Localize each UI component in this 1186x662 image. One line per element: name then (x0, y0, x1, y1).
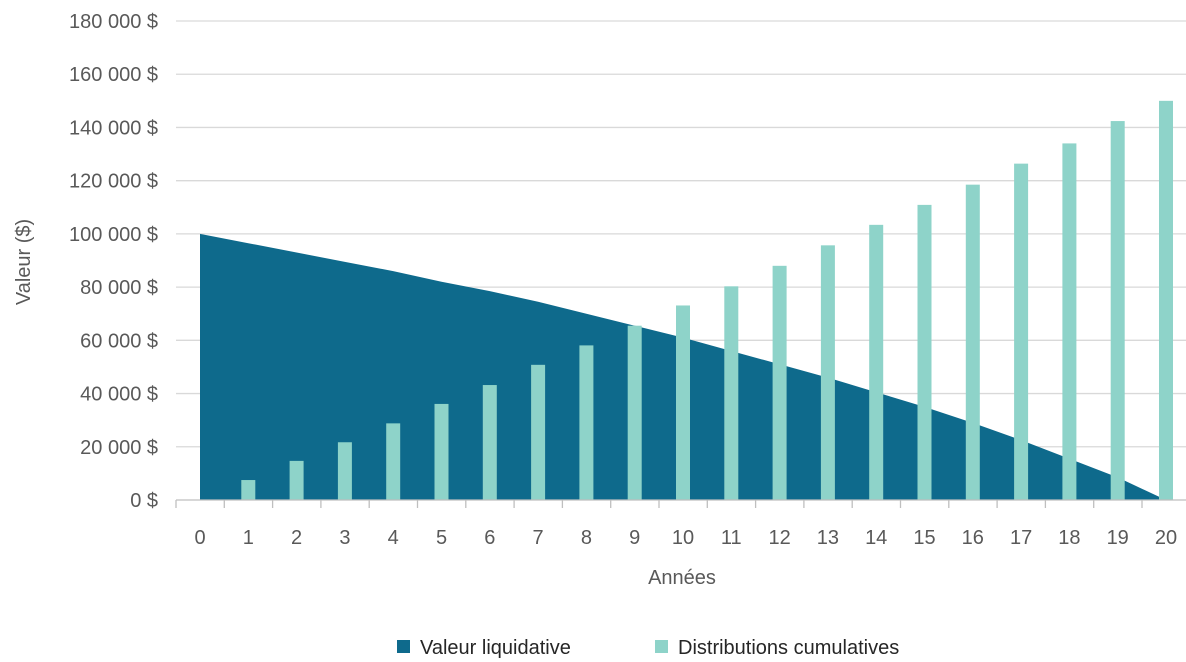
bar-distributions-cumulatives (386, 423, 401, 500)
bar-distributions-cumulatives (627, 325, 642, 500)
x-tick-label: 2 (291, 527, 302, 549)
legend-label-valeur-liquidative: Valeur liquidative (420, 637, 571, 659)
x-axis (175, 499, 1186, 508)
x-tick-label: 20 (1155, 527, 1177, 549)
x-tick-label: 19 (1107, 527, 1129, 549)
x-tick-label: 10 (672, 527, 694, 549)
x-axis-title: Années (648, 567, 716, 589)
bar-distributions-cumulatives (965, 184, 980, 500)
bar-distributions-cumulatives (1159, 100, 1173, 500)
bar-distributions-cumulatives (579, 345, 594, 500)
x-tick-label: 13 (817, 527, 839, 549)
bar-distributions-cumulatives (724, 286, 739, 500)
legend: Valeur liquidative Distributions cumulat… (397, 637, 899, 659)
bar-series (241, 100, 1173, 500)
bar-distributions-cumulatives (482, 385, 497, 500)
y-axis-title: Valeur ($) (13, 219, 35, 305)
bar-distributions-cumulatives (1014, 163, 1029, 500)
y-tick-label: 180 000 $ (69, 11, 158, 33)
x-tick-label: 0 (194, 527, 205, 549)
y-tick-label: 60 000 $ (80, 330, 158, 352)
y-axis-ticks: 0 $ 20 000 $ 40 000 $ 60 000 $ 80 000 $ 100 0… (69, 11, 158, 512)
bar-distributions-cumulatives (772, 265, 787, 500)
bar-distributions-cumulatives (241, 480, 256, 500)
bar-distributions-cumulatives (337, 442, 352, 500)
x-tick-label: 4 (388, 527, 399, 549)
x-tick-label: 8 (581, 527, 592, 549)
y-tick-label: 120 000 $ (69, 171, 158, 193)
bar-distributions-cumulatives (820, 245, 835, 500)
y-tick-label: 140 000 $ (69, 117, 158, 139)
bar-distributions-cumulatives (1110, 121, 1125, 500)
y-tick-label: 80 000 $ (80, 277, 158, 299)
legend-swatch-distributions-cumulatives (655, 640, 668, 653)
x-tick-label: 16 (962, 527, 984, 549)
x-axis-ticks: 0 1 2 3 4 5 6 7 8 9 10 11 12 13 14 15 16 17 18 19 20 (194, 527, 1177, 549)
x-tick-label: 15 (913, 527, 935, 549)
bar-distributions-cumulatives (1062, 143, 1077, 500)
y-tick-label: 40 000 $ (80, 384, 158, 406)
x-tick-label: 17 (1010, 527, 1032, 549)
bar-distributions-cumulatives (869, 224, 884, 500)
x-tick-label: 14 (865, 527, 887, 549)
bar-distributions-cumulatives (531, 364, 546, 500)
x-tick-label: 5 (436, 527, 447, 549)
x-tick-label: 18 (1058, 527, 1080, 549)
y-tick-label: 160 000 $ (69, 64, 158, 86)
legend-swatch-valeur-liquidative (397, 640, 410, 653)
x-tick-label: 6 (484, 527, 495, 549)
bar-distributions-cumulatives (917, 204, 932, 500)
x-tick-label: 11 (721, 527, 742, 549)
bar-distributions-cumulatives (676, 305, 690, 500)
bar-distributions-cumulatives (289, 460, 304, 500)
x-tick-label: 12 (768, 527, 790, 549)
x-tick-label: 9 (629, 527, 640, 549)
legend-label-distributions-cumulatives: Distributions cumulatives (678, 637, 899, 659)
y-tick-label: 100 000 $ (69, 224, 158, 246)
y-tick-label: 0 $ (130, 490, 158, 512)
x-tick-label: 1 (243, 527, 254, 549)
bar-distributions-cumulatives (434, 403, 449, 500)
x-tick-label: 7 (533, 527, 544, 549)
x-tick-label: 3 (339, 527, 350, 549)
y-tick-label: 20 000 $ (80, 437, 158, 459)
